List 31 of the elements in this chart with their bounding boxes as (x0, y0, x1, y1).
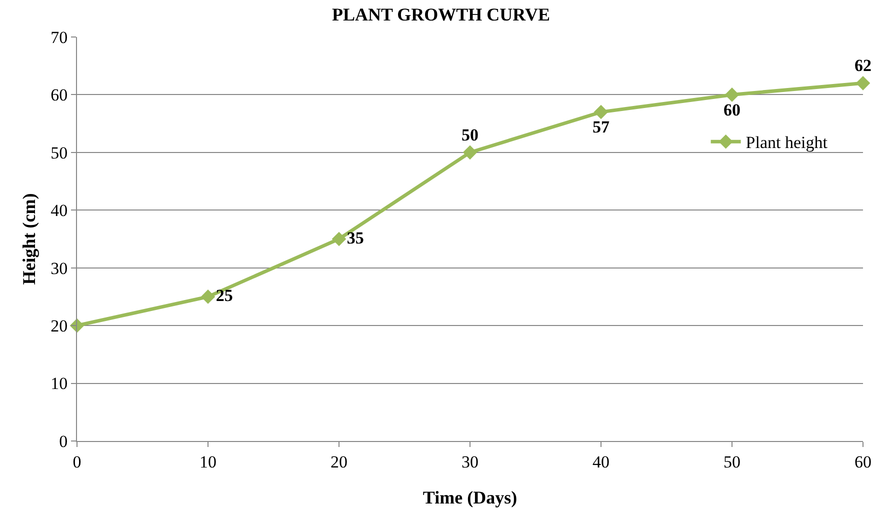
data-label: 60 (724, 100, 740, 120)
y-tick-label: 0 (59, 432, 68, 451)
point (724, 88, 740, 102)
y-tick-label: 70 (50, 28, 68, 47)
y-tick-label: 50 (50, 143, 68, 162)
x-tick-label: 50 (724, 452, 740, 472)
x-axis-title: Time (Days) (422, 488, 518, 508)
data-label: 57 (592, 118, 610, 137)
y-tick-label: 60 (50, 86, 68, 105)
x-tick-label: 10 (200, 452, 216, 472)
data-label: 50 (462, 125, 478, 144)
data-label: 35 (346, 228, 364, 248)
data-label: 62 (854, 56, 872, 76)
y-tick-label: 10 (50, 374, 68, 394)
x-tick-label: 60 (854, 452, 872, 472)
point (462, 145, 478, 160)
chart-title: PLANT GROWTH CURVE (332, 4, 550, 24)
y-tick-label: 20 (50, 316, 68, 336)
x-tick-label: 40 (592, 452, 610, 472)
point (594, 104, 608, 120)
x-tick-label: 20 (330, 452, 348, 472)
point (332, 232, 346, 246)
point (856, 76, 870, 90)
data-label: 25 (216, 286, 233, 305)
x-tick-label: 30 (462, 452, 478, 472)
y-tick-label: 30 (50, 258, 68, 278)
x-tick-label: 0 (72, 452, 82, 472)
y-axis-title: Height (cm) (18, 193, 39, 285)
y-tick-label: 40 (50, 201, 68, 220)
legend-label: Plant height (746, 133, 828, 152)
point (200, 290, 216, 304)
